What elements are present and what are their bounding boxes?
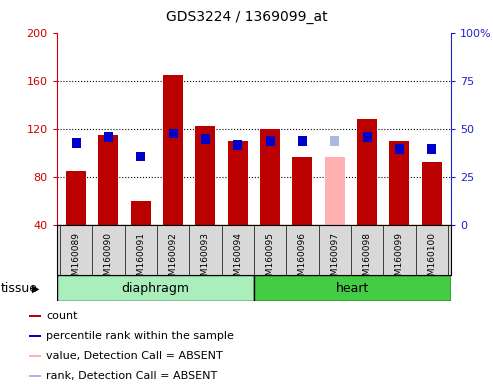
Text: GSM160089: GSM160089: [71, 232, 80, 287]
Text: GSM160094: GSM160094: [233, 232, 242, 287]
Text: GSM160091: GSM160091: [136, 232, 145, 287]
Bar: [163, 74, 183, 225]
Bar: [195, 126, 215, 225]
Text: GSM160090: GSM160090: [104, 232, 113, 287]
Bar: [389, 141, 409, 225]
Bar: [260, 129, 280, 225]
Bar: [422, 162, 442, 225]
Bar: [29, 336, 40, 337]
Text: GSM160098: GSM160098: [362, 232, 372, 287]
Bar: [29, 376, 40, 377]
Text: GSM160095: GSM160095: [266, 232, 275, 287]
Bar: [298, 136, 307, 146]
Bar: [357, 119, 377, 225]
Text: percentile rank within the sample: percentile rank within the sample: [46, 331, 234, 341]
Text: heart: heart: [336, 282, 369, 295]
FancyBboxPatch shape: [57, 275, 254, 301]
Text: GSM160092: GSM160092: [169, 232, 177, 287]
Text: GSM160097: GSM160097: [330, 232, 339, 287]
Text: value, Detection Call = ABSENT: value, Detection Call = ABSENT: [46, 351, 223, 361]
Bar: [266, 136, 275, 146]
Bar: [427, 144, 436, 154]
Text: GSM160093: GSM160093: [201, 232, 210, 287]
Bar: [131, 201, 151, 225]
FancyBboxPatch shape: [254, 275, 451, 301]
Text: diaphragm: diaphragm: [121, 282, 189, 295]
Text: GSM160099: GSM160099: [395, 232, 404, 287]
Text: rank, Detection Call = ABSENT: rank, Detection Call = ABSENT: [46, 371, 217, 381]
Bar: [325, 157, 345, 225]
Bar: [104, 132, 113, 142]
Bar: [362, 132, 372, 142]
Bar: [29, 356, 40, 357]
Bar: [169, 129, 177, 138]
Text: count: count: [46, 311, 78, 321]
Bar: [66, 170, 86, 225]
Bar: [395, 144, 404, 154]
Bar: [99, 135, 118, 225]
Bar: [228, 141, 247, 225]
Bar: [330, 136, 339, 146]
Text: tissue: tissue: [1, 282, 38, 295]
Text: GSM160100: GSM160100: [427, 232, 436, 287]
Bar: [71, 138, 81, 148]
Bar: [201, 134, 210, 144]
Bar: [136, 152, 145, 161]
Bar: [29, 316, 40, 317]
Text: ▶: ▶: [32, 283, 40, 293]
Text: GSM160096: GSM160096: [298, 232, 307, 287]
Text: GDS3224 / 1369099_at: GDS3224 / 1369099_at: [166, 10, 327, 23]
Bar: [292, 157, 313, 225]
Bar: [233, 140, 242, 150]
